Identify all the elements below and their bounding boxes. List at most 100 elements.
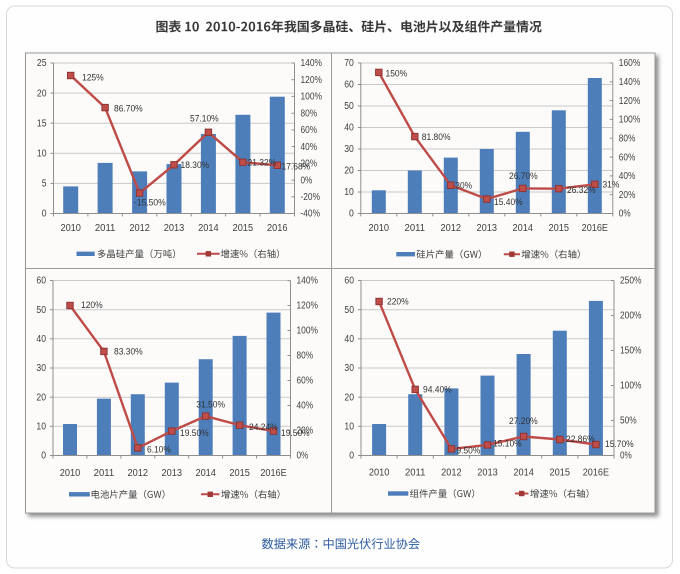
svg-text:26.32%: 26.32% xyxy=(567,185,596,196)
svg-text:100%: 100% xyxy=(301,92,323,103)
svg-text:100%: 100% xyxy=(297,326,319,337)
svg-text:20%: 20% xyxy=(619,190,636,201)
svg-text:2013: 2013 xyxy=(477,223,498,234)
svg-text:120%: 120% xyxy=(619,96,641,107)
svg-text:-15.50%: -15.50% xyxy=(134,198,166,209)
svg-text:50%: 50% xyxy=(620,416,637,427)
svg-text:100%: 100% xyxy=(619,115,641,126)
svg-text:2011: 2011 xyxy=(95,223,116,234)
svg-text:57.10%: 57.10% xyxy=(190,113,219,124)
svg-text:2016: 2016 xyxy=(267,223,288,234)
svg-text:20%: 20% xyxy=(301,159,318,170)
svg-text:40: 40 xyxy=(344,334,354,345)
svg-text:22.86%: 22.86% xyxy=(566,434,595,445)
svg-text:19.50%: 19.50% xyxy=(180,428,209,439)
svg-text:2010: 2010 xyxy=(369,223,390,234)
svg-text:17.68%: 17.68% xyxy=(282,161,311,172)
svg-text:2016E: 2016E xyxy=(583,468,610,479)
svg-text:2013: 2013 xyxy=(162,468,183,479)
svg-text:150%: 150% xyxy=(386,69,408,80)
svg-text:26.70%: 26.70% xyxy=(509,171,538,182)
svg-text:120%: 120% xyxy=(81,300,103,311)
svg-text:80%: 80% xyxy=(297,351,314,362)
svg-text:0: 0 xyxy=(42,209,47,220)
svg-text:160%: 160% xyxy=(619,58,641,69)
svg-text:0%: 0% xyxy=(301,175,313,186)
svg-text:2015: 2015 xyxy=(550,468,571,479)
svg-text:0%: 0% xyxy=(620,451,632,462)
svg-text:40%: 40% xyxy=(301,142,318,153)
svg-text:25: 25 xyxy=(37,58,47,69)
svg-text:2010: 2010 xyxy=(60,223,81,234)
svg-text:2014: 2014 xyxy=(195,468,216,479)
svg-text:0%: 0% xyxy=(297,451,309,462)
svg-text:83.30%: 83.30% xyxy=(114,347,143,358)
svg-text:80%: 80% xyxy=(301,108,318,119)
svg-text:9.50%: 9.50% xyxy=(457,446,481,457)
svg-text:15.10%: 15.10% xyxy=(493,439,522,450)
svg-text:140%: 140% xyxy=(619,77,641,88)
svg-text:200%: 200% xyxy=(620,311,642,322)
svg-text:20: 20 xyxy=(344,166,354,177)
svg-text:2012: 2012 xyxy=(128,468,149,479)
svg-text:2011: 2011 xyxy=(94,468,115,479)
svg-text:0: 0 xyxy=(41,451,46,462)
svg-text:0: 0 xyxy=(349,209,354,220)
svg-text:100%: 100% xyxy=(620,381,642,392)
svg-text:31.50%: 31.50% xyxy=(196,399,225,410)
svg-text:-40%: -40% xyxy=(301,209,321,220)
svg-text:18.30%: 18.30% xyxy=(181,160,210,171)
svg-text:50: 50 xyxy=(344,101,354,112)
svg-text:10: 10 xyxy=(344,187,354,198)
svg-text:60: 60 xyxy=(344,276,354,287)
svg-text:2012: 2012 xyxy=(129,223,150,234)
svg-text:140%: 140% xyxy=(297,276,319,287)
svg-text:20: 20 xyxy=(344,392,354,403)
svg-text:50: 50 xyxy=(344,305,354,316)
svg-text:30: 30 xyxy=(344,144,354,155)
svg-text:2011: 2011 xyxy=(405,468,426,479)
svg-text:30: 30 xyxy=(344,363,354,374)
svg-text:10: 10 xyxy=(36,422,46,433)
svg-text:19.50%: 19.50% xyxy=(281,428,310,439)
svg-text:20: 20 xyxy=(36,392,46,403)
svg-text:21.32%: 21.32% xyxy=(248,158,277,169)
svg-text:2011: 2011 xyxy=(405,223,426,234)
svg-text:2013: 2013 xyxy=(164,223,185,234)
svg-text:2015: 2015 xyxy=(233,223,254,234)
svg-text:2013: 2013 xyxy=(477,468,498,479)
svg-text:40: 40 xyxy=(36,334,46,345)
svg-text:60%: 60% xyxy=(619,152,636,163)
svg-text:2012: 2012 xyxy=(441,223,462,234)
svg-text:31%: 31% xyxy=(603,180,620,191)
svg-text:94.40%: 94.40% xyxy=(423,385,452,396)
svg-text:2014: 2014 xyxy=(513,223,534,234)
svg-text:20: 20 xyxy=(37,88,47,99)
svg-text:20%: 20% xyxy=(297,426,314,437)
svg-text:40%: 40% xyxy=(619,171,636,182)
svg-text:125%: 125% xyxy=(82,73,104,84)
svg-text:150%: 150% xyxy=(620,346,642,357)
svg-text:40%: 40% xyxy=(297,401,314,412)
svg-text:0: 0 xyxy=(349,451,354,462)
svg-text:24.24%: 24.24% xyxy=(249,422,278,433)
svg-text:15.40%: 15.40% xyxy=(494,197,523,208)
svg-text:10: 10 xyxy=(37,149,47,160)
svg-text:10: 10 xyxy=(344,422,354,433)
svg-text:30: 30 xyxy=(36,363,46,374)
svg-text:220%: 220% xyxy=(387,297,409,308)
svg-text:2015: 2015 xyxy=(549,223,570,234)
svg-text:2010: 2010 xyxy=(60,468,81,479)
svg-text:2010: 2010 xyxy=(369,468,390,479)
svg-text:2012: 2012 xyxy=(441,468,462,479)
svg-text:60%: 60% xyxy=(301,125,318,136)
svg-text:120%: 120% xyxy=(301,75,323,86)
svg-text:80%: 80% xyxy=(619,133,636,144)
svg-text:15.70%: 15.70% xyxy=(605,439,634,450)
svg-text:15: 15 xyxy=(37,118,47,129)
svg-text:60: 60 xyxy=(344,80,354,91)
svg-text:2016E: 2016E xyxy=(582,223,609,234)
svg-text:60: 60 xyxy=(36,276,46,287)
svg-text:-20%: -20% xyxy=(301,192,321,203)
svg-text:30%: 30% xyxy=(455,181,472,192)
